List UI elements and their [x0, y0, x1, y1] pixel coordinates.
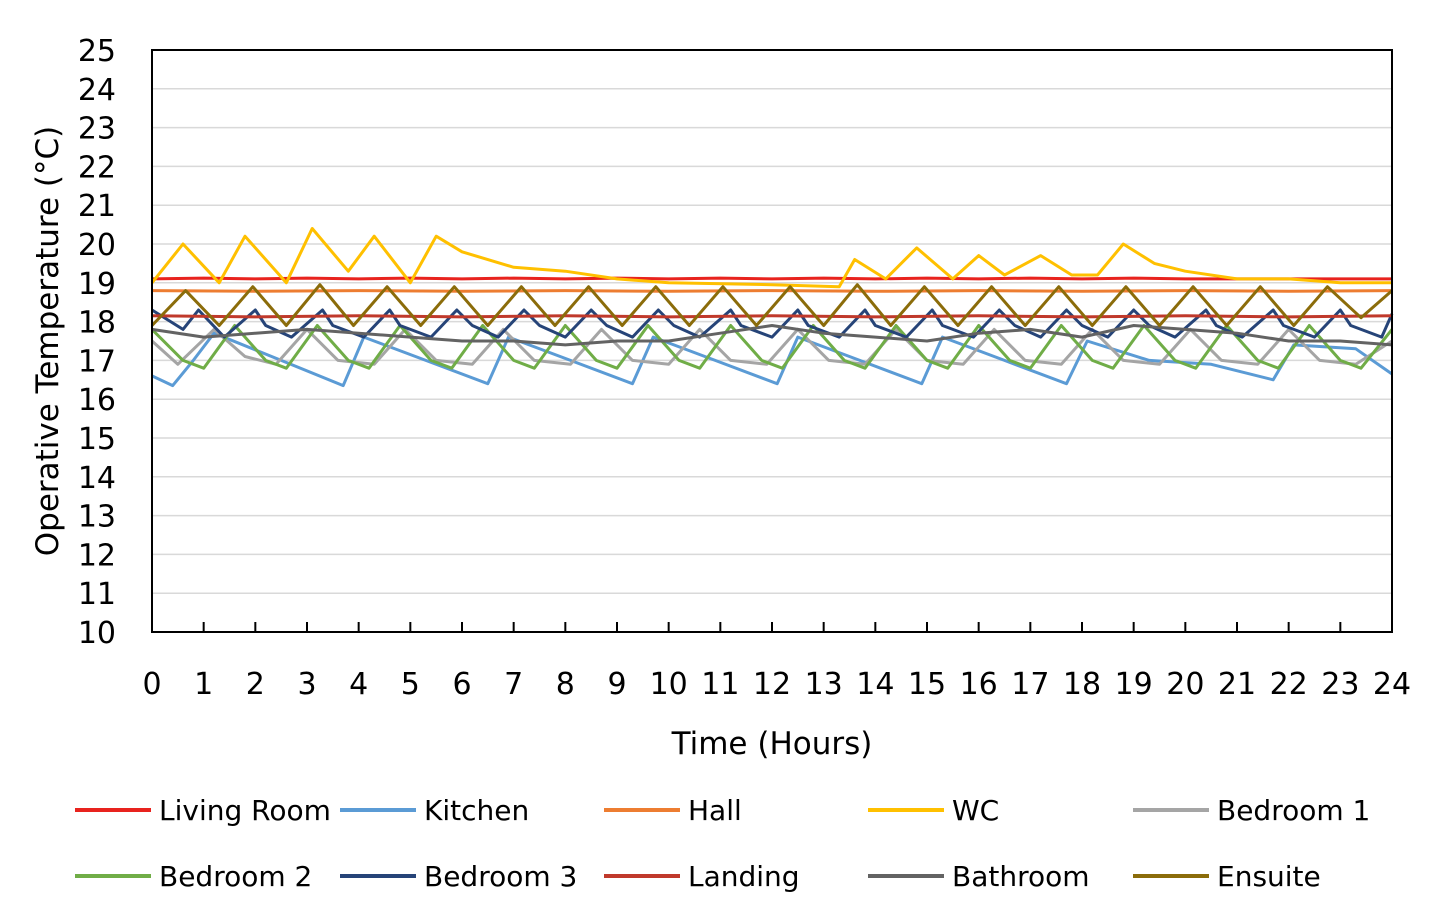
x-tick-label: 0 [142, 667, 161, 702]
y-tick-label: 12 [78, 538, 116, 573]
legend-label: Bathroom [952, 860, 1090, 893]
y-tick-label: 19 [78, 267, 116, 302]
y-tick-label: 21 [78, 189, 116, 224]
series-line-wc [150, 227, 1392, 289]
plot-frame [151, 49, 1393, 633]
x-tick-label: 16 [960, 667, 998, 702]
legend-item: Hall [604, 794, 742, 827]
legend-label: Kitchen [424, 794, 529, 827]
x-tick-label: 22 [1270, 667, 1308, 702]
series-line-hall [151, 289, 1393, 293]
y-tick-label: 13 [78, 500, 116, 535]
legend-item: Bedroom 1 [1133, 794, 1370, 827]
series-lines [150, 227, 1394, 388]
y-tick-label: 17 [78, 344, 116, 379]
legend-label: Bedroom 2 [159, 860, 312, 893]
legend-label: Bedroom 1 [1217, 794, 1370, 827]
legend-label: Landing [688, 860, 800, 893]
x-tick-label: 13 [805, 667, 843, 702]
y-axis-title: Operative Temperature (°C) [30, 126, 66, 557]
series-line-ensuite [150, 283, 1393, 327]
y-tick-label: 14 [78, 461, 116, 496]
legend-item: Ensuite [1133, 860, 1321, 893]
y-tick-label: 15 [78, 422, 116, 457]
legend-item: Bedroom 3 [340, 860, 577, 893]
series-line-landing [151, 314, 1393, 319]
y-tick-label: 18 [78, 306, 116, 341]
legend-label: Hall [688, 794, 742, 827]
x-tick-label: 20 [1166, 667, 1204, 702]
x-tick-label: 21 [1218, 667, 1256, 702]
x-tick-label: 14 [856, 667, 894, 702]
x-tick-label: 10 [650, 667, 688, 702]
legend-item: WC [868, 794, 999, 827]
x-tick-label: 15 [908, 667, 946, 702]
x-axis-ticks: 0 1 2 3 4 5 6 7 8 9 10 11 12 13 14 15 16 17 18 19 20 21 22 23 24 [142, 622, 1411, 702]
legend-label: WC [952, 794, 999, 827]
y-tick-label: 11 [78, 577, 116, 612]
y-tick-label: 22 [78, 150, 116, 185]
x-tick-label: 24 [1373, 667, 1411, 702]
x-tick-label: 8 [556, 667, 575, 702]
legend-item: Bedroom 2 [75, 860, 312, 893]
x-tick-label: 2 [246, 667, 265, 702]
x-tick-label: 1 [194, 667, 213, 702]
x-tick-label: 17 [1011, 667, 1049, 702]
series-line-living-room [151, 276, 1392, 281]
series-line-bedroom-2 [150, 324, 1394, 370]
y-tick-label: 20 [78, 228, 116, 263]
legend-item: Kitchen [340, 794, 529, 827]
x-tick-label: 12 [753, 667, 791, 702]
x-tick-label: 23 [1321, 667, 1359, 702]
y-tick-label: 23 [78, 112, 116, 147]
y-tick-label: 16 [78, 383, 116, 418]
x-tick-label: 11 [701, 667, 739, 702]
x-tick-label: 18 [1063, 667, 1101, 702]
x-axis-title: Time (Hours) [671, 726, 873, 762]
y-tick-label: 24 [78, 73, 116, 108]
x-tick-label: 7 [504, 667, 523, 702]
legend-item: Landing [604, 860, 800, 893]
x-tick-label: 9 [607, 667, 626, 702]
legend-label: Bedroom 3 [424, 860, 577, 893]
legend-item: Living Room [75, 794, 331, 827]
y-tick-label: 25 [78, 34, 116, 69]
legend-item: Bathroom [868, 860, 1090, 893]
legend-label: Living Room [159, 794, 331, 827]
x-tick-label: 4 [349, 667, 368, 702]
x-tick-label: 6 [452, 667, 471, 702]
gridlines [152, 49, 1392, 633]
x-tick-label: 5 [401, 667, 420, 702]
x-tick-label: 19 [1115, 667, 1153, 702]
legend-label: Ensuite [1217, 860, 1321, 893]
y-tick-label: 10 [78, 616, 116, 651]
x-tick-label: 3 [297, 667, 316, 702]
legend: Living Room Kitchen Hall WC Bedroom 1 Bedroom… [75, 794, 1370, 893]
series-line-bathroom [151, 324, 1393, 347]
